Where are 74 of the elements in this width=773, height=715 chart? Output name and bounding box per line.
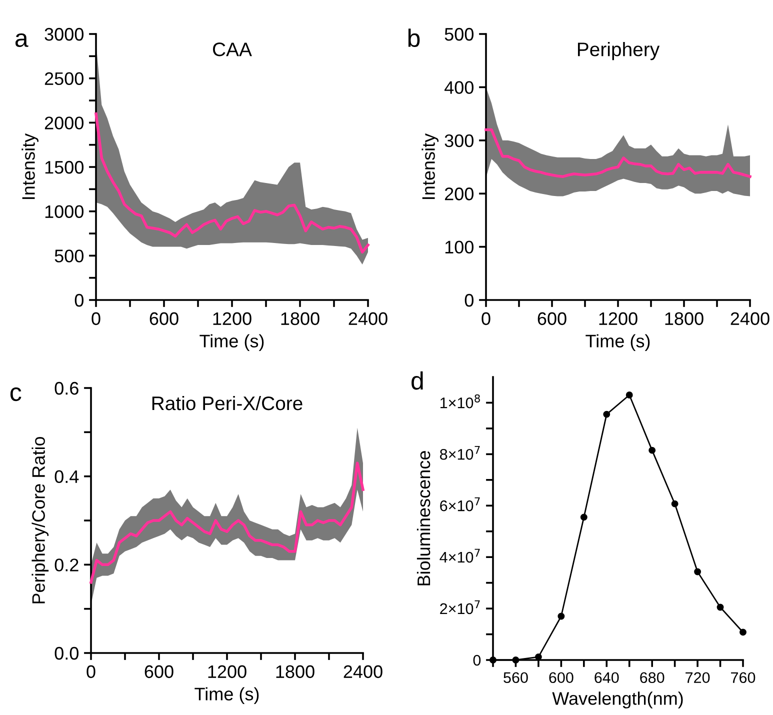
line-series: [90, 462, 364, 584]
x-tick-label: 0: [482, 312, 490, 326]
x-tick-label: 720: [686, 672, 710, 684]
y-tick-label: 0: [473, 654, 481, 666]
point: [740, 628, 746, 636]
x-tick-label: 1200: [213, 312, 252, 326]
x-tick-label: 0: [86, 665, 96, 678]
point: [534, 653, 542, 660]
y-axis-title: Intensity: [422, 133, 439, 199]
y-tick-label: 0.6: [54, 382, 78, 395]
point: [558, 612, 565, 620]
y-tick-label: 1500: [45, 160, 84, 174]
x-axis-title: Time (s): [586, 334, 650, 352]
x-axis-title: Time (s): [200, 334, 264, 352]
y-axis-title: Intensity: [22, 133, 38, 199]
text: c: [10, 387, 22, 402]
point: [671, 500, 678, 508]
y-tick-label: 500: [444, 28, 474, 41]
chart-title: CAA: [212, 42, 252, 56]
y-tick-label: 6×10$^{7}$: [440, 497, 480, 512]
y-tick-label: 0.0: [54, 646, 78, 660]
y-axis-title: Bioluminescence: [416, 451, 430, 586]
y-tick-label: 400: [444, 81, 474, 94]
x-axis-title: Time (s): [194, 687, 259, 704]
chart-title: Periphery: [578, 42, 660, 60]
y-tick-label: 2×10$^{7}$: [440, 600, 480, 614]
x-tick-label: 2400: [348, 312, 388, 326]
y-tick-label: 0: [464, 294, 474, 307]
y-axis-title: Periphery/Core Ratio: [32, 436, 49, 604]
point: [694, 568, 702, 576]
y-tick-label: 3000: [44, 28, 84, 41]
y-tick-label: 300: [444, 134, 474, 148]
x-tick-label: 1200: [599, 312, 638, 326]
x-tick-label: 2400: [344, 665, 382, 678]
x-tick-label: 600: [144, 665, 174, 678]
text: b: [408, 28, 420, 48]
x-tick-label: 1800: [281, 312, 320, 326]
x-tick-label: 1800: [276, 665, 314, 678]
y-tick-label: 200: [444, 188, 474, 200]
y-tick-label: 100: [445, 240, 474, 254]
x-tick-label: 2400: [730, 312, 770, 326]
y-tick-label: 1×10$^{8}$: [440, 394, 480, 408]
text: d: [412, 371, 423, 390]
y-tick-label: 0: [74, 294, 84, 307]
y-tick-label: 1000: [45, 205, 84, 218]
x-tick-label: 760: [731, 672, 756, 684]
y-tick-label: 4×10$^{7}$: [440, 548, 480, 563]
y-tick-label: 8×10$^{7}$: [440, 446, 480, 460]
x-tick-label: 560: [504, 672, 528, 684]
chart-title: Ratio Peri-X/Core: [152, 396, 302, 410]
x-tick-label: 1800: [665, 312, 704, 326]
x-tick-label: 640: [594, 672, 619, 684]
point: [603, 410, 610, 418]
x-tick-label: 1200: [208, 665, 246, 678]
x-axis-title: Wavelength(nm): [552, 692, 683, 708]
point: [512, 656, 520, 664]
x-tick-label: 0: [92, 312, 100, 326]
point: [648, 446, 656, 454]
text: a: [15, 33, 28, 48]
x-tick-label: 680: [640, 672, 664, 684]
line-series: [94, 112, 370, 254]
point: [490, 656, 496, 664]
y-tick-label: 0.4: [54, 470, 79, 484]
y-tick-label: 2000: [44, 116, 84, 130]
y-tick-label: 500: [54, 250, 84, 262]
x-tick-label: 600: [549, 672, 574, 684]
y-tick-label: 0.2: [54, 558, 78, 572]
x-tick-label: 600: [150, 312, 178, 326]
line-series: [484, 128, 752, 178]
point: [716, 604, 724, 611]
point: [626, 392, 633, 398]
point: [580, 514, 588, 521]
x-tick-label: 600: [538, 312, 566, 326]
y-tick-label: 2500: [44, 72, 84, 86]
